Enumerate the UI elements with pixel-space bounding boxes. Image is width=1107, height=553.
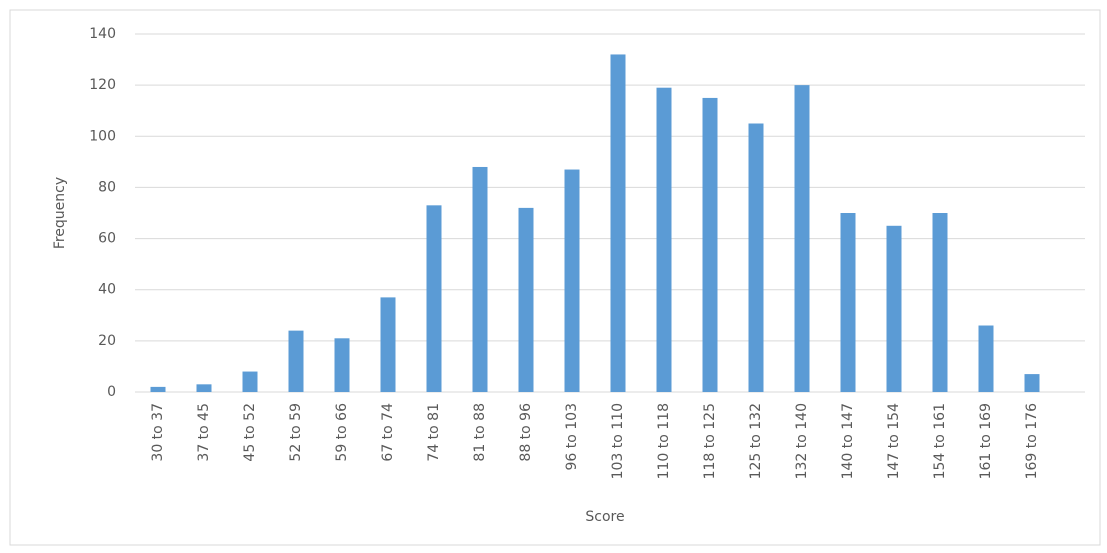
x-axis-title: Score [585, 509, 624, 525]
x-tick-label: 30 to 37 [150, 403, 166, 462]
bar [380, 297, 396, 392]
bar [242, 371, 258, 392]
bar [748, 123, 764, 392]
x-tick-label: 125 to 132 [748, 403, 764, 479]
bar [518, 207, 534, 392]
x-tick-label: 140 to 147 [840, 403, 856, 479]
y-tick-label: 20 [98, 333, 116, 349]
x-tick-label: 74 to 81 [426, 403, 442, 462]
x-tick-label: 154 to 161 [932, 403, 948, 479]
x-tick-label: 45 to 52 [242, 403, 258, 462]
chart-border [9, 9, 1101, 546]
y-tick-label: 80 [98, 179, 116, 195]
x-tick-label: 161 to 169 [978, 403, 994, 479]
x-tick-label: 132 to 140 [794, 403, 810, 479]
y-axis-title: Frequency [52, 177, 68, 249]
x-tick-label: 96 to 103 [564, 403, 580, 471]
x-tick-label: 88 to 96 [518, 403, 534, 462]
x-tick-label: 103 to 110 [610, 403, 626, 479]
bar [932, 213, 948, 392]
x-tick-label: 118 to 125 [702, 403, 718, 479]
x-tick-label: 37 to 45 [196, 403, 212, 462]
bar [196, 384, 212, 392]
bar [840, 213, 856, 392]
bar [1024, 374, 1040, 392]
x-tick-label: 147 to 154 [886, 403, 902, 479]
x-tick-label: 81 to 88 [472, 403, 488, 462]
bar [886, 225, 902, 392]
x-tick-label: 169 to 176 [1024, 403, 1040, 479]
x-tick-label: 67 to 74 [380, 403, 396, 462]
bar [656, 87, 672, 392]
y-tick-label: 60 [98, 231, 116, 247]
bar [334, 338, 350, 392]
y-tick-label: 100 [89, 128, 116, 144]
bar [610, 54, 626, 392]
x-tick-label: 110 to 118 [656, 403, 672, 479]
bar [288, 330, 304, 392]
x-tick-label: 59 to 66 [334, 403, 350, 462]
bar [978, 325, 994, 392]
y-tick-label: 140 [89, 26, 116, 42]
bar [702, 97, 718, 392]
x-tick-label: 52 to 59 [288, 403, 304, 462]
bar [472, 166, 488, 392]
bar [794, 85, 810, 393]
y-tick-label: 0 [107, 384, 116, 400]
bar [150, 386, 166, 392]
bar [564, 169, 580, 392]
y-tick-label: 40 [98, 282, 116, 298]
bar [426, 205, 442, 392]
y-tick-label: 120 [89, 77, 116, 93]
